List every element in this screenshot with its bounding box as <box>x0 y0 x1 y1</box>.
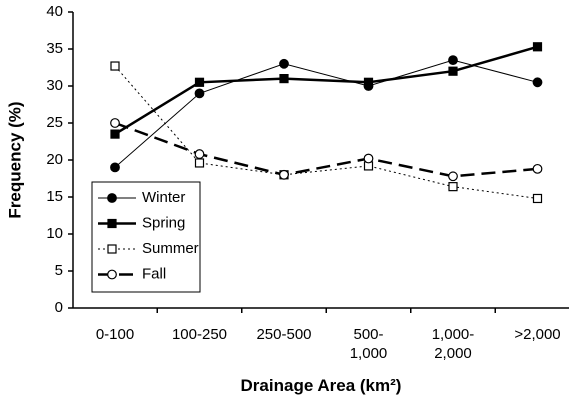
data-point <box>448 171 458 182</box>
data-point <box>279 169 289 180</box>
data-point <box>532 193 543 204</box>
x-tick-label: >2,000 <box>514 326 561 343</box>
data-point <box>110 129 120 139</box>
legend-marker <box>107 244 117 254</box>
data-point <box>110 162 120 173</box>
data-point <box>448 55 458 65</box>
data-point <box>279 73 289 84</box>
y-axis-label: Frequency (%) <box>5 101 24 218</box>
x-tick-label: 1,000- 2,000 <box>431 326 475 362</box>
data-point <box>363 153 374 164</box>
x-tick-label: 100-250 <box>171 326 228 343</box>
legend-label: Spring <box>142 214 185 231</box>
x-tick-label: 0-100 <box>95 326 135 343</box>
y-tick-label: 20 <box>46 151 63 168</box>
legend-marker <box>107 269 117 280</box>
y-tick-label: 35 <box>46 40 63 57</box>
legend-label: Winter <box>142 189 185 206</box>
y-tick-label: 15 <box>46 188 63 205</box>
data-point <box>194 77 205 87</box>
data-point <box>110 61 120 71</box>
x-axis-label: Drainage Area (km²) <box>240 376 402 395</box>
y-tick-label: 0 <box>55 299 63 316</box>
series-line <box>114 59 538 168</box>
data-point <box>363 77 374 87</box>
x-tick-label: 250-500 <box>256 326 312 343</box>
y-tick-label: 30 <box>46 77 63 94</box>
data-point <box>532 163 543 174</box>
data-point <box>279 58 289 69</box>
data-point <box>194 158 205 168</box>
data-point <box>448 182 458 192</box>
series-line <box>114 121 538 178</box>
y-tick-label: 10 <box>46 225 63 242</box>
y-tick-label: 25 <box>46 114 63 131</box>
series-line <box>114 65 538 199</box>
data-point <box>532 77 543 88</box>
data-point <box>448 66 458 76</box>
data-point <box>194 88 205 99</box>
legend-label: Fall <box>142 265 166 282</box>
data-point <box>110 118 120 128</box>
series-line <box>114 45 538 136</box>
data-point <box>194 149 205 159</box>
legend-label: Summer <box>142 240 199 257</box>
y-tick-label: 40 <box>46 3 63 20</box>
legend-marker <box>107 218 117 229</box>
data-point <box>532 42 543 52</box>
x-tick-label: 500- 1,000 <box>349 326 388 362</box>
legend-marker <box>107 193 117 203</box>
y-tick-label: 5 <box>55 262 63 279</box>
